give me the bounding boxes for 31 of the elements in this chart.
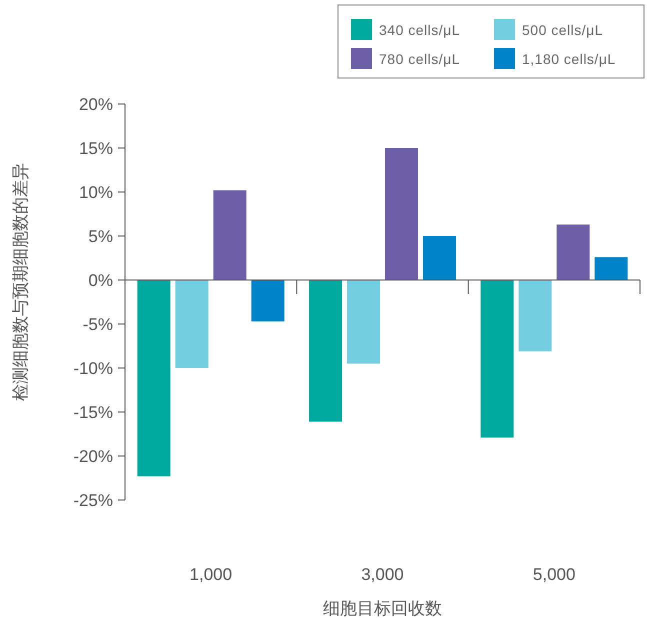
bar (556, 224, 590, 280)
y-tick-label: -10% (73, 359, 113, 378)
legend-label: 500 cells/μL (522, 22, 603, 38)
x-tick-label: 3,000 (361, 565, 404, 584)
bar (251, 280, 284, 322)
legend-label: 340 cells/μL (379, 22, 460, 38)
bar (309, 280, 342, 422)
y-tick-label: 20% (78, 95, 113, 114)
y-tick-label: 15% (78, 139, 113, 158)
y-tick-label: -20% (73, 447, 113, 466)
x-tick-label: 5,000 (532, 565, 576, 584)
y-axis-title: 检测细胞数与预期细胞数的差异 (11, 163, 30, 401)
bar (423, 236, 456, 280)
bar (175, 280, 208, 368)
legend-label: 780 cells/μL (379, 51, 460, 67)
bar (518, 280, 552, 352)
x-axis-title: 细胞目标回收数 (323, 599, 442, 618)
x-tick-label: 1,000 (190, 565, 232, 584)
y-tick-label: -5% (82, 315, 113, 334)
y-tick-label: 10% (78, 183, 113, 202)
bar (385, 148, 418, 280)
y-tick-label: 5% (88, 227, 113, 246)
bar (594, 257, 628, 280)
bar (137, 280, 170, 476)
legend-label: 1,180 cells/μL (522, 51, 616, 67)
y-tick-label: 0% (88, 271, 113, 290)
bar (347, 280, 380, 364)
y-tick-label: -15% (73, 403, 113, 422)
y-tick-label: -25% (73, 491, 113, 510)
bar (213, 190, 246, 280)
bar (480, 280, 514, 438)
